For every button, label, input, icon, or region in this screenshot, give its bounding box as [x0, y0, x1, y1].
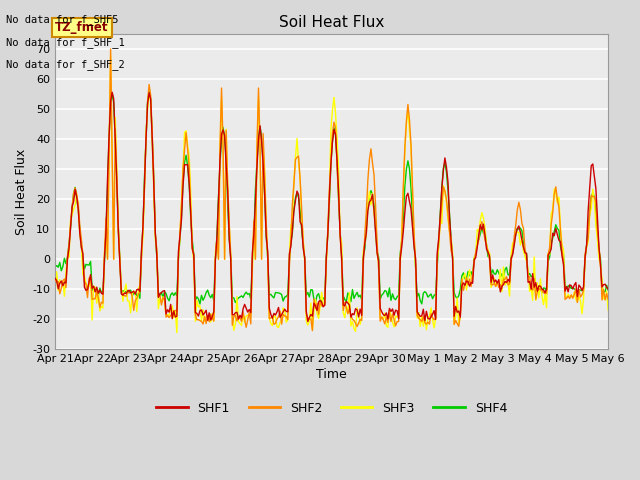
Text: TZ_fmet: TZ_fmet: [55, 21, 109, 34]
Text: No data for f_SHF5: No data for f_SHF5: [6, 14, 119, 25]
SHF2: [51, 276, 59, 282]
Text: No data for f_SHF_1: No data for f_SHF_1: [6, 37, 125, 48]
SHF4: [296, 206, 304, 212]
SHF2: [218, 85, 225, 91]
Line: SHF1: SHF1: [55, 92, 608, 322]
SHF3: [51, 290, 59, 296]
SHF4: [577, 287, 584, 293]
Line: SHF2: SHF2: [55, 49, 608, 331]
SHF1: [304, 319, 312, 324]
SHF3: [120, 288, 128, 293]
SHF4: [220, 125, 227, 131]
SHF4: [196, 301, 204, 307]
SHF3: [220, 149, 227, 155]
SHF1: [120, 290, 128, 296]
SHF1: [245, 307, 253, 312]
SHF2: [236, 315, 244, 321]
SHF1: [294, 192, 302, 197]
SHF3: [237, 323, 245, 328]
Legend: SHF1, SHF2, SHF3, SHF4: SHF1, SHF2, SHF3, SHF4: [151, 396, 512, 420]
Line: SHF4: SHF4: [55, 91, 608, 304]
SHF4: [237, 293, 245, 299]
SHF1: [218, 131, 225, 137]
SHF1: [236, 312, 244, 318]
SHF1: [51, 276, 59, 281]
SHF3: [296, 176, 304, 182]
SHF2: [308, 328, 316, 334]
SHF2: [577, 294, 584, 300]
SHF1: [604, 287, 612, 292]
SHF4: [145, 88, 153, 94]
SHF2: [604, 297, 612, 302]
SHF3: [577, 298, 584, 304]
SHF4: [119, 288, 127, 293]
SHF2: [107, 46, 115, 52]
SHF2: [245, 310, 253, 315]
Line: SHF3: SHF3: [55, 55, 608, 333]
SHF4: [51, 264, 59, 270]
SHF4: [604, 287, 612, 293]
SHF3: [173, 330, 180, 336]
SHF3: [604, 308, 612, 313]
SHF3: [107, 52, 115, 58]
Text: No data for f_SHF_2: No data for f_SHF_2: [6, 60, 125, 71]
X-axis label: Time: Time: [316, 368, 347, 381]
SHF1: [108, 89, 116, 95]
Title: Soil Heat Flux: Soil Heat Flux: [279, 15, 385, 30]
SHF2: [120, 293, 128, 299]
Y-axis label: Soil Heat Flux: Soil Heat Flux: [15, 148, 28, 235]
SHF2: [294, 153, 302, 159]
SHF4: [247, 296, 255, 302]
SHF3: [247, 313, 255, 319]
SHF1: [577, 284, 584, 290]
